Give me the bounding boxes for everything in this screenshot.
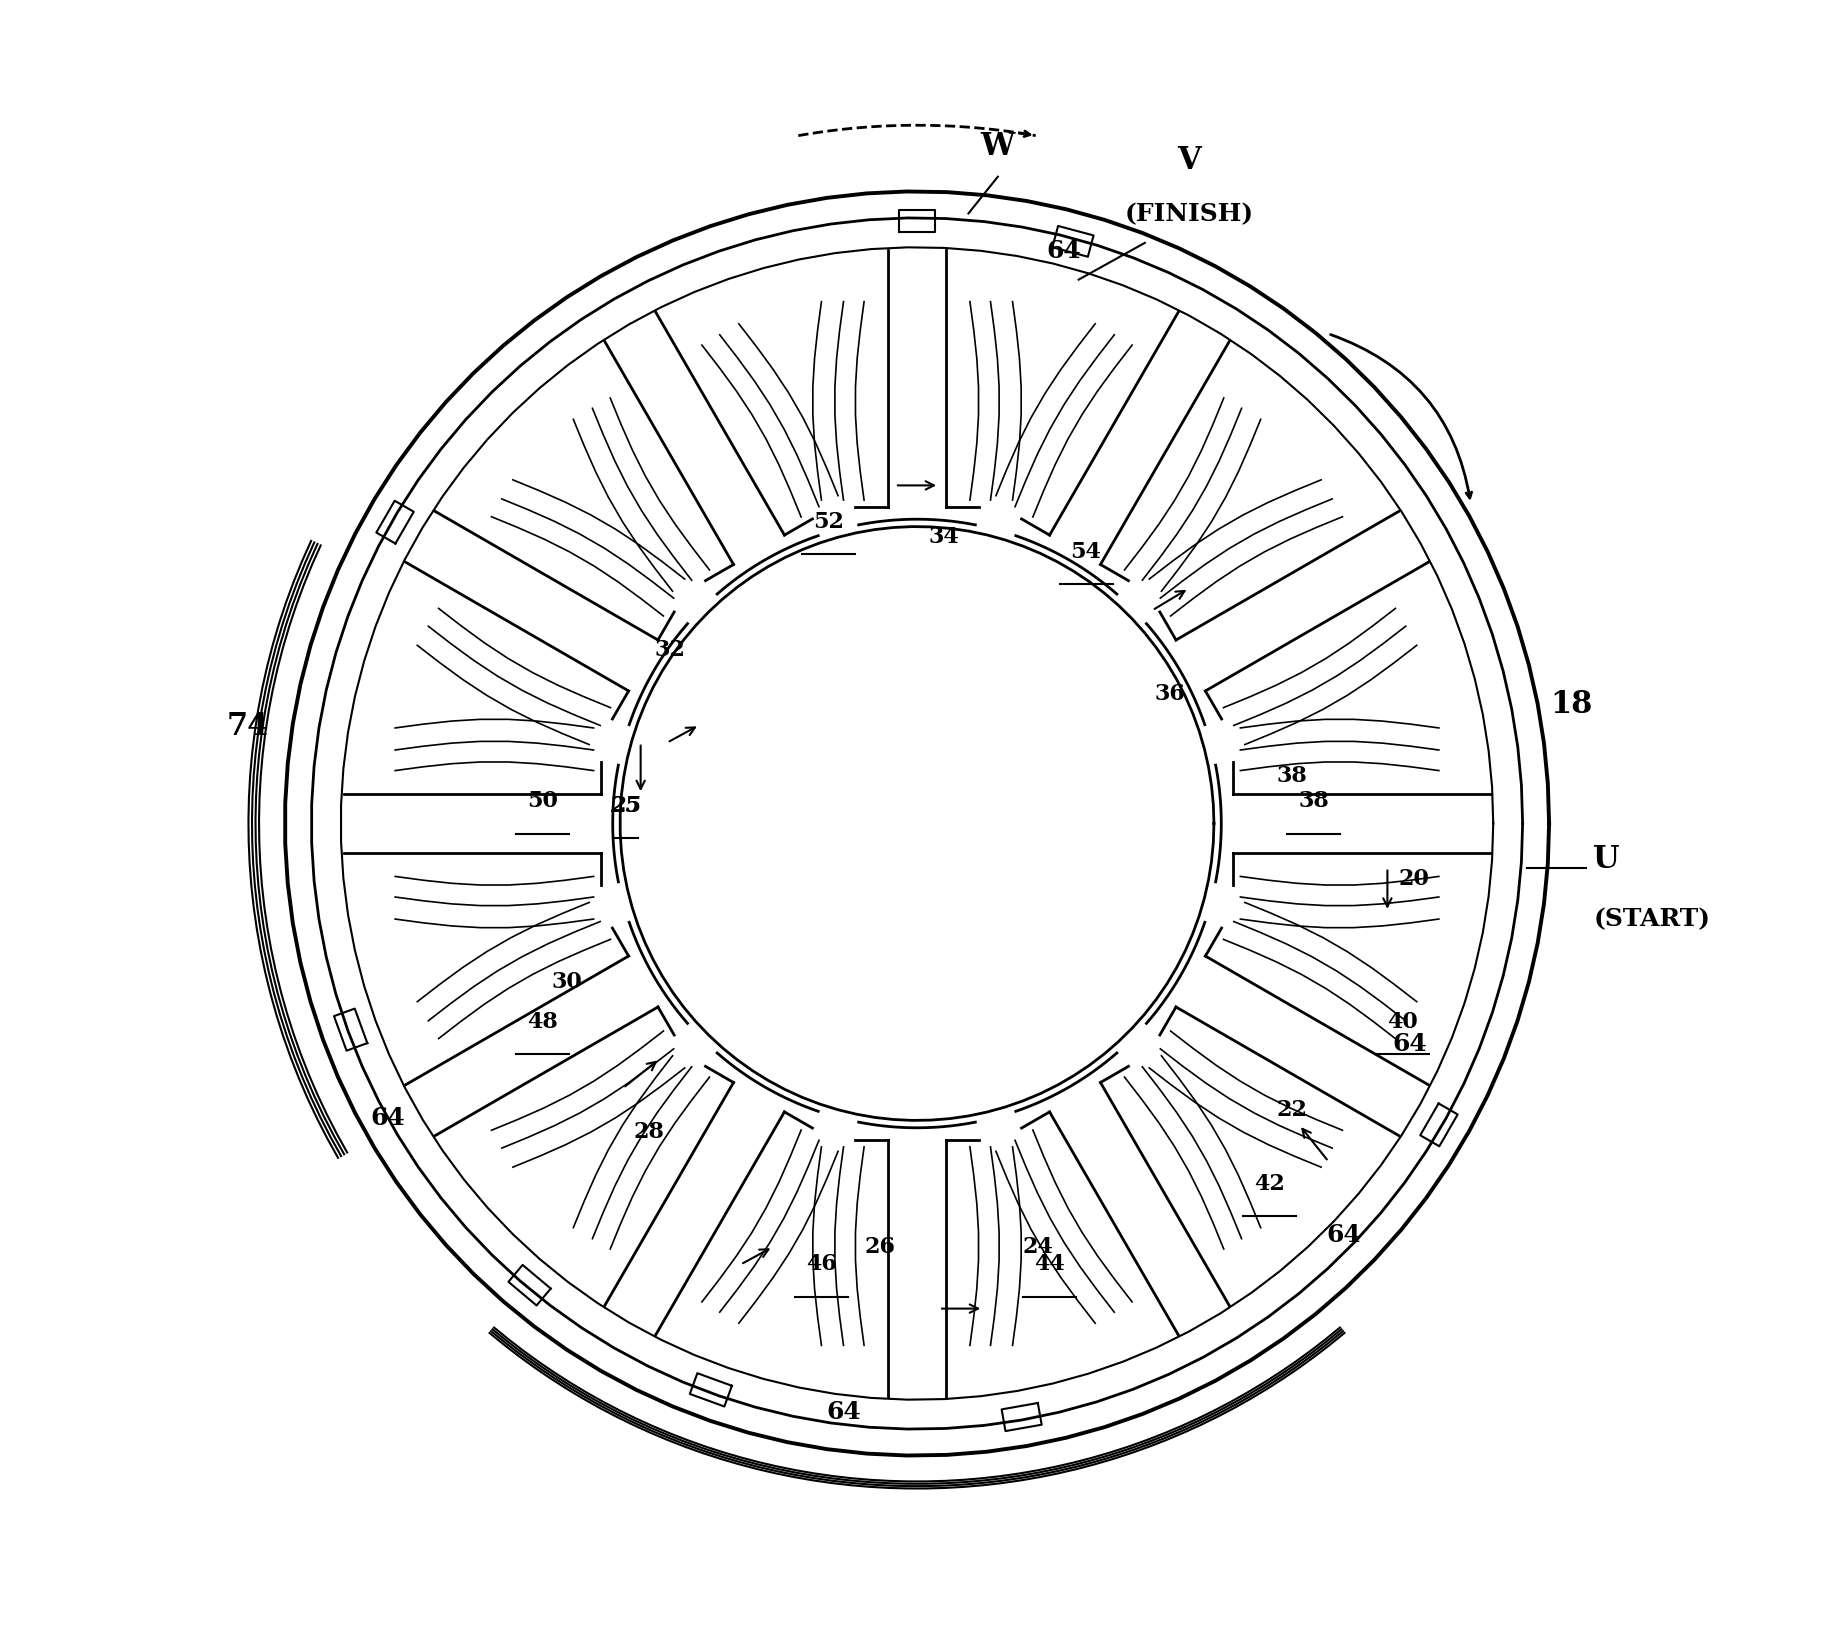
- Text: 40: 40: [1387, 1011, 1418, 1033]
- Text: (FINISH): (FINISH): [1124, 203, 1253, 226]
- Text: 18: 18: [1550, 688, 1592, 720]
- Text: 64: 64: [1047, 239, 1082, 262]
- Text: 26: 26: [866, 1235, 895, 1258]
- Text: W: W: [981, 130, 1014, 161]
- Text: (START): (START): [1594, 907, 1709, 932]
- Text: 32: 32: [655, 639, 686, 660]
- Text: 25: 25: [611, 796, 642, 817]
- Text: 64: 64: [1326, 1224, 1361, 1247]
- Text: 50: 50: [526, 791, 558, 812]
- Text: 30: 30: [552, 972, 583, 993]
- Text: 52: 52: [812, 511, 844, 534]
- Text: 44: 44: [1034, 1253, 1066, 1275]
- Text: V: V: [1177, 145, 1201, 176]
- Text: 24: 24: [1022, 1235, 1053, 1258]
- Text: U: U: [1594, 843, 1619, 875]
- Text: 54: 54: [1071, 540, 1102, 563]
- Text: 28: 28: [635, 1122, 666, 1143]
- Text: 38: 38: [1276, 766, 1308, 787]
- Text: 46: 46: [805, 1253, 836, 1275]
- Text: 42: 42: [1254, 1173, 1286, 1194]
- Text: 64: 64: [1392, 1033, 1427, 1056]
- Text: 38: 38: [1298, 791, 1330, 812]
- Text: 64: 64: [825, 1400, 860, 1425]
- Text: 22: 22: [1276, 1099, 1308, 1122]
- Text: 48: 48: [526, 1011, 558, 1033]
- Text: 64: 64: [370, 1105, 405, 1130]
- Text: 36: 36: [1154, 684, 1185, 705]
- Text: 74: 74: [227, 712, 270, 743]
- Text: 25: 25: [611, 796, 642, 817]
- Text: 34: 34: [928, 525, 959, 548]
- Text: 20: 20: [1398, 868, 1429, 891]
